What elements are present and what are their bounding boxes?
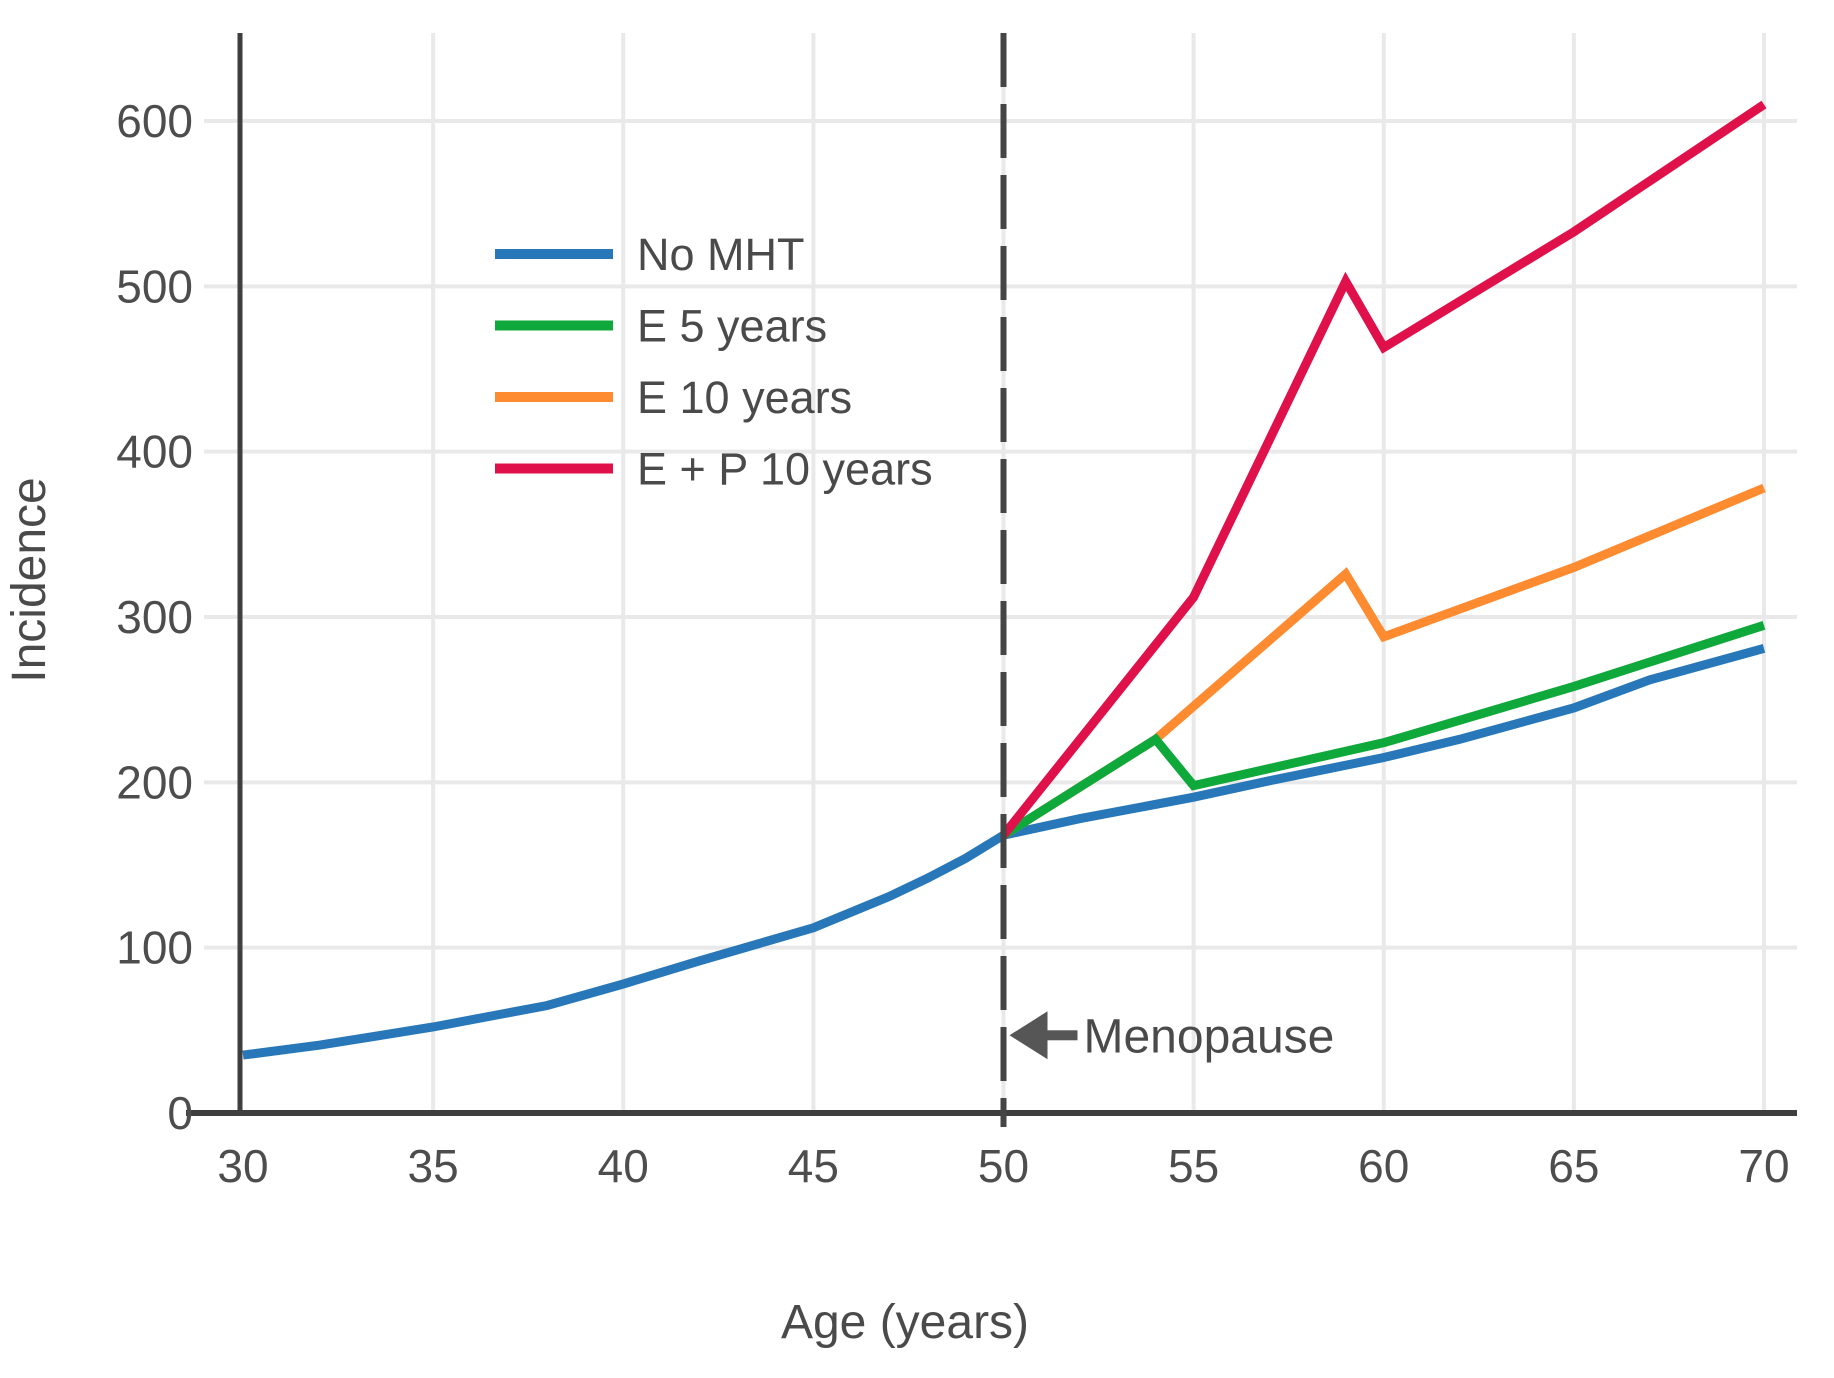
y-tick-label: 400 bbox=[116, 426, 193, 478]
series-line-e-p-10-years bbox=[999, 100, 1767, 839]
gridlines bbox=[204, 33, 1797, 1113]
legend-label: E 5 years bbox=[637, 301, 827, 352]
menopause-annotation-label: Menopause bbox=[1084, 1010, 1335, 1063]
x-tick-label: 30 bbox=[217, 1140, 268, 1192]
y-tick-label: 500 bbox=[116, 260, 193, 312]
y-tick-label: 100 bbox=[116, 922, 193, 974]
tick-labels: 30 35 40 45 50 55 60 65 70 0 100 200 300 400 500 600 bbox=[116, 95, 1789, 1192]
x-axis-label: Age (years) bbox=[781, 1296, 1029, 1349]
legend-label: E + P 10 years bbox=[637, 444, 933, 495]
menopause-arrow-head bbox=[1009, 1011, 1048, 1060]
y-tick-label: 300 bbox=[116, 591, 193, 643]
menopause-annotation: Menopause bbox=[1000, 33, 1335, 1127]
y-tick-label: 600 bbox=[116, 95, 193, 147]
x-tick-label: 70 bbox=[1738, 1140, 1789, 1192]
y-tick-label: 200 bbox=[116, 756, 193, 808]
x-tick-label: 55 bbox=[1168, 1140, 1219, 1192]
x-tick-label: 40 bbox=[598, 1140, 649, 1192]
x-tick-label: 45 bbox=[788, 1140, 839, 1192]
y-tick-label: 0 bbox=[167, 1087, 193, 1139]
x-tick-label: 35 bbox=[408, 1140, 459, 1192]
series-line-no-mht bbox=[242, 644, 1766, 1060]
y-axis-label: Incidence bbox=[3, 477, 56, 682]
legend-label: E 10 years bbox=[637, 372, 852, 423]
legend: No MHT E 5 years E 10 years E + P 10 years bbox=[495, 229, 933, 495]
legend-label: No MHT bbox=[637, 229, 805, 280]
x-tick-label: 65 bbox=[1548, 1140, 1599, 1192]
x-tick-label: 50 bbox=[978, 1140, 1029, 1192]
series-lines bbox=[242, 100, 1767, 1060]
axes bbox=[186, 33, 1797, 1116]
x-tick-label: 60 bbox=[1358, 1140, 1409, 1192]
series-line-e-5-years bbox=[1001, 621, 1766, 840]
menopause-arrow-shaft bbox=[1045, 1030, 1078, 1041]
